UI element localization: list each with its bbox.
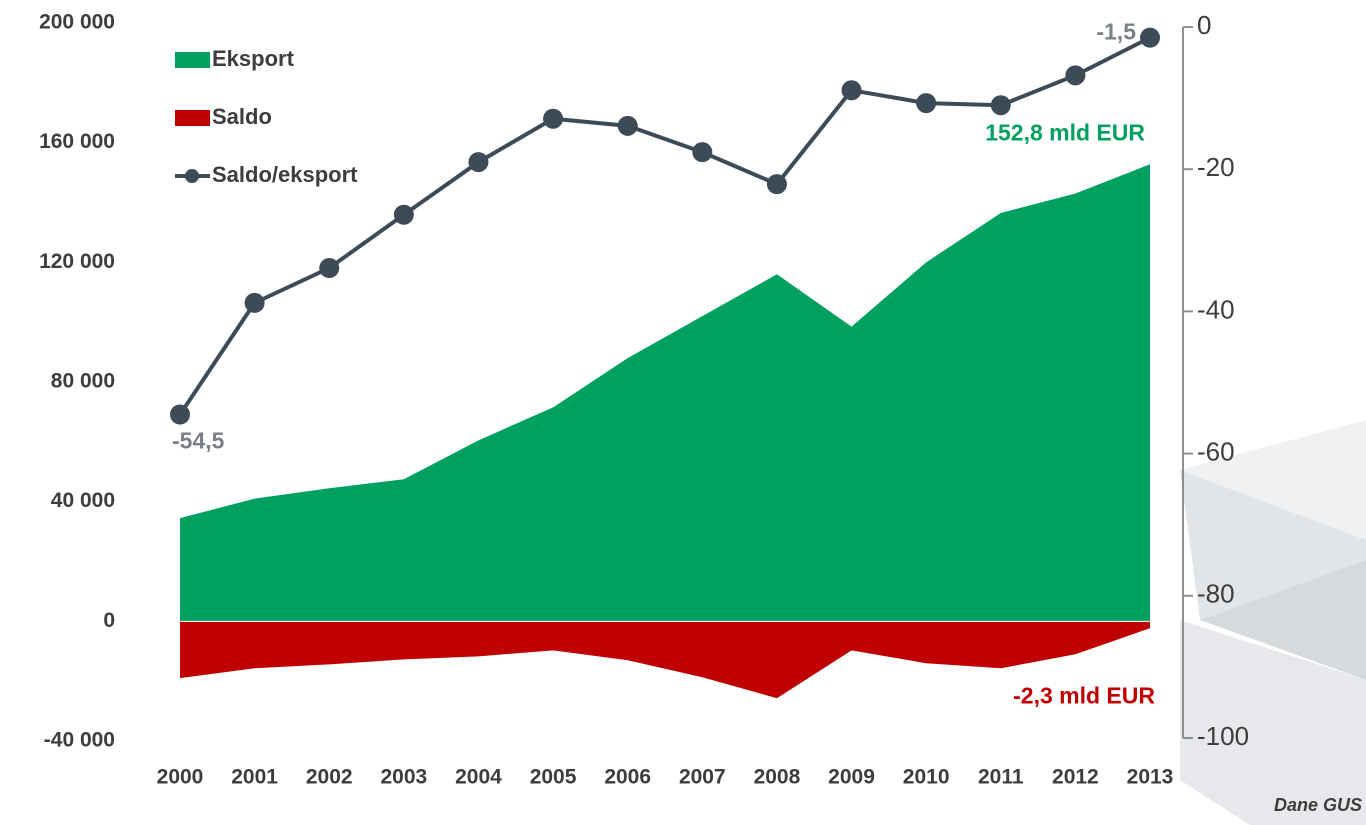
legend-label: Eksport [212,46,295,71]
y-tick-label: 200 000 [39,11,115,34]
line-marker [1140,27,1160,48]
x-tick-label: 2001 [231,766,278,789]
y-tick-label: -40 000 [44,729,115,752]
y-tick-label: 160 000 [39,130,115,153]
line-marker [692,142,713,163]
area [180,164,1150,622]
x-tick-label: 2013 [1127,766,1174,789]
line-marker [617,115,638,136]
x-tick-label: 2008 [754,766,801,789]
line-marker [841,80,862,101]
y2-tick-label: -40 [1197,294,1235,324]
y-tick-label: 80 000 [51,370,115,393]
x-tick-label: 2011 [978,766,1024,789]
x-tick-label: 2003 [380,766,427,789]
line-marker [766,174,787,195]
y2-tick-label: 0 [1197,10,1211,40]
line-marker [244,292,265,313]
data-label: -54,5 [172,428,225,454]
x-tick-label: 2007 [679,766,726,789]
source-note: Dane GUS [1274,795,1362,815]
legend-swatch [175,110,210,126]
legend-swatch [175,52,210,68]
line-marker [1065,65,1086,86]
x-tick-label: 2005 [530,766,577,789]
y2-tick-label: -80 [1197,579,1235,609]
y2-tick-label: -20 [1197,152,1235,182]
legend-label: Saldo/eksport [212,162,358,187]
legend-marker [185,169,199,183]
x-tick-label: 2010 [903,766,950,789]
background-decoration [1180,420,1366,825]
line-marker [468,152,489,173]
line-marker [170,404,190,425]
x-tick-label: 2000 [157,766,204,789]
line-marker [916,93,937,114]
x-tick-label: 2006 [604,766,651,789]
legend-label: Saldo [212,104,272,129]
y2-tick-label: -60 [1197,436,1235,466]
x-tick-label: 2002 [306,766,353,789]
data-label: -1,5 [1096,19,1136,45]
line-marker [990,95,1011,116]
y-tick-label: 120 000 [39,250,115,273]
x-tick-label: 2012 [1052,766,1099,789]
line [178,35,1151,416]
y-tick-label: 40 000 [51,489,115,512]
data-label: -2,3 mld EUR [1013,682,1155,708]
area [180,621,1150,699]
line-marker [543,108,564,129]
line-marker [393,204,414,225]
line-marker [319,258,340,279]
x-tick-label: 2009 [828,766,875,789]
x-tick-label: 2004 [455,766,502,789]
y-tick-label: 0 [103,609,115,632]
data-label: 152,8 mld EUR [985,119,1145,145]
y2-tick-label: -100 [1197,721,1249,751]
